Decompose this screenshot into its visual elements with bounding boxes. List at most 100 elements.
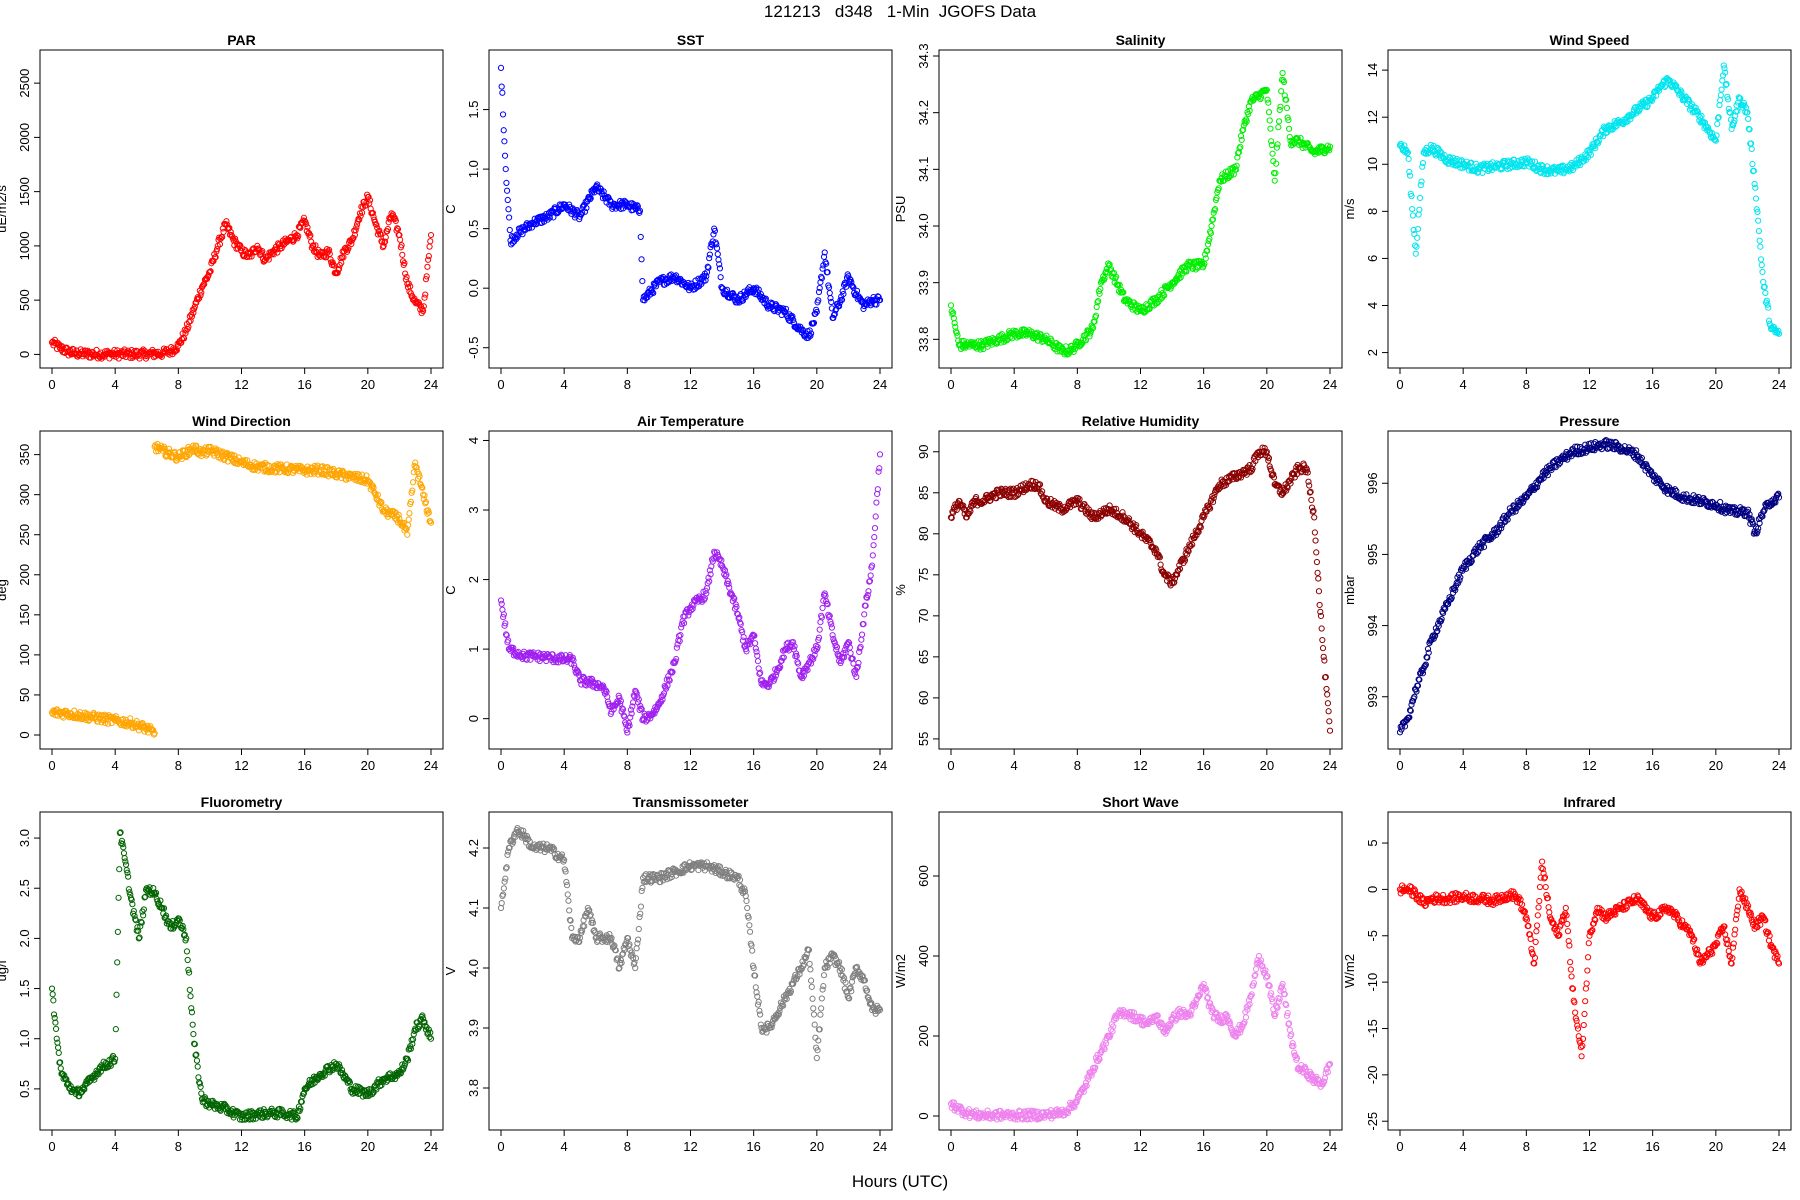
x-tick-label: 16 [297,377,311,392]
data-point [91,1076,98,1083]
data-point [1284,114,1291,121]
data-point [423,273,430,280]
data-point [598,188,605,195]
y-axis-label: uE/m2/s [0,185,9,233]
data-point [804,667,811,674]
data-point [1270,474,1278,481]
data-point [1772,499,1779,506]
y-tick-label: 10 [1365,157,1380,171]
x-tick-label: 12 [1582,758,1596,773]
data-point [52,1025,60,1032]
data-point [183,948,191,955]
data-point [206,268,214,276]
data-point [1745,115,1752,123]
data-point [714,251,721,258]
data-point [953,506,960,513]
data-point [1325,708,1332,715]
data-point [725,580,732,587]
data-point [1039,488,1046,495]
data-point [876,465,883,472]
data-point [165,918,172,925]
data-point [1192,527,1199,534]
data-point [1315,575,1322,582]
data-point [82,716,89,723]
x-tick-label: 24 [1772,377,1786,392]
data-point [757,290,764,298]
data-point [300,214,308,221]
y-tick-label: 2 [1365,349,1380,356]
data-point [125,886,132,893]
data-point [1430,635,1437,642]
x-tick-label: 8 [175,1139,182,1154]
y-tick-label: 150 [17,604,32,626]
data-point [707,571,714,578]
data-point [49,991,56,998]
data-point [394,225,401,232]
data-point [1587,440,1595,447]
data-point [1406,168,1413,176]
data-point [309,242,316,249]
data-point [710,231,717,238]
y-axis-label: % [893,584,908,596]
data-point [1759,268,1766,276]
data-point [1310,507,1317,514]
data-point [550,214,557,221]
y-tick-label: 1.0 [17,1030,32,1048]
data-point [119,841,126,848]
data-point [621,713,628,720]
data-point [391,508,398,515]
x-tick-label: 12 [1133,758,1147,773]
data-point [1735,94,1742,101]
data-point [872,513,879,520]
data-point [717,274,724,281]
data-point [118,837,126,844]
data-point [863,594,871,601]
data-point [366,200,373,207]
data-point [751,632,758,639]
data-point [1285,125,1293,132]
data-point [635,696,642,703]
data-point [380,242,387,249]
data-point [1102,268,1110,275]
data-point [122,858,129,865]
data-point [1462,565,1470,572]
data-point [1717,92,1724,99]
data-point [1306,482,1313,489]
data-point [1120,289,1127,296]
x-tick-label: 4 [561,377,568,392]
data-point [870,542,877,549]
data-point [409,479,417,486]
data-point [135,727,142,734]
data-point [179,922,186,930]
data-point [1413,243,1420,250]
data-point [1555,461,1562,468]
data-point [421,492,428,499]
data-point [1283,487,1290,494]
y-tick-label: 0 [466,715,481,722]
data-point [828,298,835,306]
x-tick-label: 0 [947,758,954,773]
data-point [50,997,57,1004]
x-tick-label: 16 [297,1139,311,1154]
data-point [150,727,157,734]
data-point [188,1009,196,1016]
x-tick-label: 4 [1011,377,1018,392]
data-point [619,705,626,712]
data-point [1752,184,1759,191]
data-point [1209,499,1217,506]
data-point [1755,227,1763,235]
data-point [1411,242,1419,249]
data-point [1437,148,1444,155]
data-point [114,928,121,936]
y-tick-label: 2.0 [17,929,32,947]
data-point [1413,688,1420,695]
data-point [1275,482,1283,490]
data-point [152,889,160,896]
data-point [140,906,147,913]
data-point [112,1026,119,1033]
data-point [1156,554,1163,561]
data-point [1204,247,1211,254]
data-point [1441,152,1448,159]
data-point [1268,138,1275,145]
